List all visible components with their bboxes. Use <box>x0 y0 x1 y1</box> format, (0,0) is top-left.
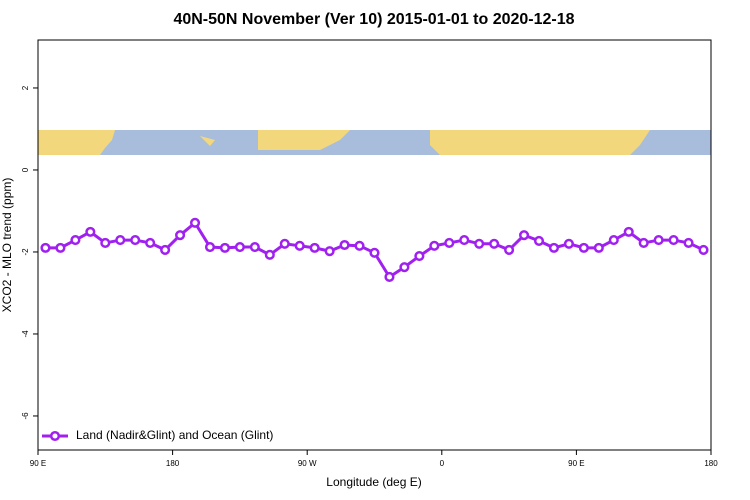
y-axis-label: XCO2 - MLO trend (ppm) <box>0 178 14 313</box>
y-tick-label: 0 <box>21 167 30 172</box>
x-axis-label: Longitude (deg E) <box>326 475 421 489</box>
data-point <box>578 242 589 253</box>
data-point <box>160 244 171 255</box>
data-point <box>504 244 515 255</box>
data-point <box>55 242 66 253</box>
y-tick-label: -6 <box>21 412 30 420</box>
data-point <box>189 217 201 228</box>
data-point <box>533 235 545 246</box>
plot-frame <box>37 39 712 451</box>
chart-title: 40N-50N November (Ver 10) 2015-01-01 to … <box>173 11 574 28</box>
data-point <box>668 235 679 246</box>
data-point <box>414 251 425 262</box>
legend-label: Land (Nadir&Glint) and Ocean (Glint) <box>76 428 273 442</box>
data-point <box>115 235 126 246</box>
x-tick-label: 90 E <box>30 459 46 468</box>
data-point <box>279 238 290 249</box>
data-point <box>145 237 156 248</box>
data-point <box>519 230 530 241</box>
data-point <box>444 237 455 248</box>
data-point <box>384 271 395 283</box>
data-point <box>204 242 216 253</box>
data-point <box>85 226 96 237</box>
data-point <box>653 235 664 246</box>
data-point <box>100 237 111 248</box>
y-tick-label: -2 <box>21 248 30 256</box>
x-tick-label: 180 <box>704 459 718 468</box>
data-point <box>683 237 694 248</box>
data-point <box>608 235 619 246</box>
data-point <box>339 239 350 251</box>
data-point <box>234 242 245 253</box>
x-tick-label: 180 <box>166 459 180 468</box>
x-tick-label: 90 E <box>568 459 584 468</box>
data-point <box>489 238 500 249</box>
data-point <box>264 249 275 260</box>
data-point <box>399 262 410 273</box>
data-point <box>459 235 470 246</box>
y-tick-label: -4 <box>21 330 30 338</box>
data-point <box>130 235 141 246</box>
data-point <box>593 242 604 253</box>
data-point <box>638 237 649 248</box>
data-point <box>429 240 440 251</box>
data-point <box>219 242 230 253</box>
y-tick-label: 2 <box>21 85 30 90</box>
data-point <box>294 240 305 251</box>
data-point <box>175 230 186 241</box>
data-point <box>698 244 709 255</box>
data-point <box>309 242 320 253</box>
data-point <box>623 226 634 237</box>
x-tick-label: 90 W <box>298 459 317 468</box>
legend-marker <box>49 430 61 442</box>
data-point <box>40 242 51 253</box>
data-point <box>563 238 574 249</box>
data-point <box>474 238 485 249</box>
x-tick-label: 0 <box>440 459 445 468</box>
data-point <box>324 246 335 257</box>
data-point <box>548 242 560 253</box>
data-point <box>369 247 380 258</box>
map-band <box>38 130 711 155</box>
data-point <box>249 242 260 253</box>
data-point <box>354 240 365 251</box>
data-point <box>70 235 81 246</box>
